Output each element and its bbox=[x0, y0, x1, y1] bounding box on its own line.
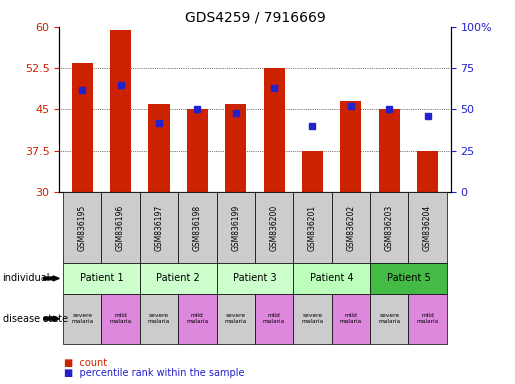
Bar bbox=[264, 68, 285, 192]
Text: Patient 4: Patient 4 bbox=[310, 273, 353, 283]
Text: severe
malaria: severe malaria bbox=[71, 313, 93, 324]
Text: Patient 1: Patient 1 bbox=[80, 273, 123, 283]
Text: GSM836198: GSM836198 bbox=[193, 204, 202, 251]
Text: severe
malaria: severe malaria bbox=[378, 313, 400, 324]
Text: GSM836196: GSM836196 bbox=[116, 204, 125, 251]
Text: GSM836202: GSM836202 bbox=[347, 204, 355, 251]
Text: GSM836199: GSM836199 bbox=[231, 204, 240, 251]
Text: Patient 5: Patient 5 bbox=[387, 273, 431, 283]
Text: ■  count: ■ count bbox=[64, 358, 108, 368]
Text: mild
malaria: mild malaria bbox=[186, 313, 209, 324]
Text: severe
malaria: severe malaria bbox=[301, 313, 323, 324]
Text: mild
malaria: mild malaria bbox=[110, 313, 132, 324]
Bar bbox=[148, 104, 169, 192]
Text: GSM836201: GSM836201 bbox=[308, 204, 317, 251]
Text: severe
malaria: severe malaria bbox=[148, 313, 170, 324]
Bar bbox=[379, 109, 400, 192]
Bar bbox=[302, 151, 323, 192]
Bar bbox=[72, 63, 93, 192]
Title: GDS4259 / 7916669: GDS4259 / 7916669 bbox=[184, 10, 325, 24]
Text: severe
malaria: severe malaria bbox=[225, 313, 247, 324]
Bar bbox=[187, 109, 208, 192]
Text: GSM836200: GSM836200 bbox=[270, 204, 279, 251]
Text: GSM836204: GSM836204 bbox=[423, 204, 432, 251]
Text: GSM836197: GSM836197 bbox=[154, 204, 163, 251]
Text: disease state: disease state bbox=[3, 314, 67, 324]
Bar bbox=[110, 30, 131, 192]
Bar bbox=[340, 101, 362, 192]
Text: mild
malaria: mild malaria bbox=[263, 313, 285, 324]
Bar bbox=[417, 151, 438, 192]
Text: individual: individual bbox=[3, 273, 50, 283]
Text: ■  percentile rank within the sample: ■ percentile rank within the sample bbox=[64, 368, 245, 378]
Text: Patient 2: Patient 2 bbox=[157, 273, 200, 283]
Bar bbox=[225, 104, 246, 192]
Text: GSM836203: GSM836203 bbox=[385, 204, 394, 251]
Text: mild
malaria: mild malaria bbox=[417, 313, 439, 324]
Text: GSM836195: GSM836195 bbox=[78, 204, 87, 251]
Text: Patient 3: Patient 3 bbox=[233, 273, 277, 283]
Text: mild
malaria: mild malaria bbox=[340, 313, 362, 324]
